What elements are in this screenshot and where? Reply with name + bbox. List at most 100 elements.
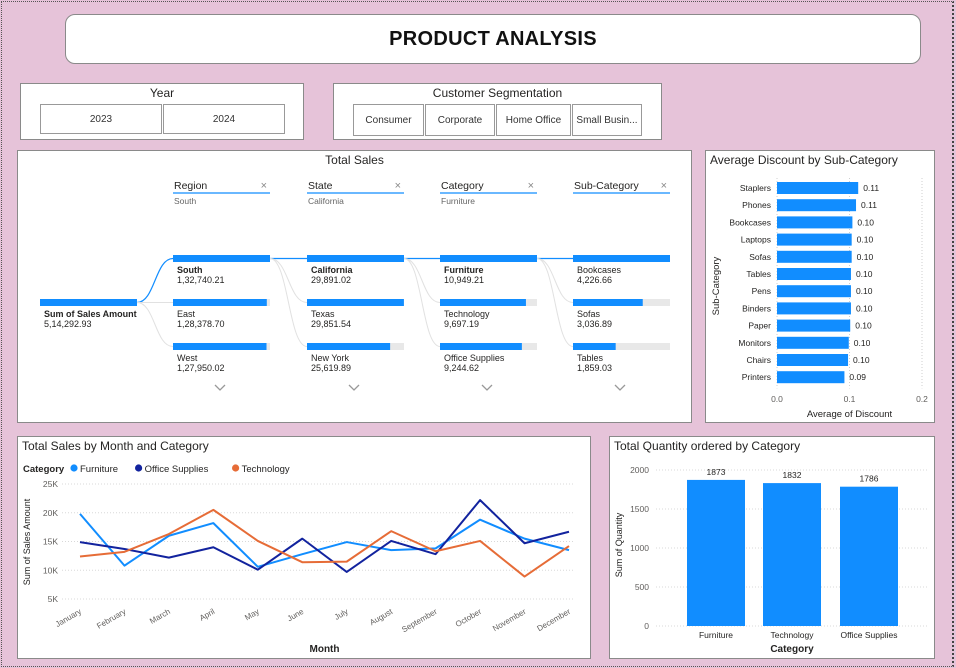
decomp-connector — [269, 258, 308, 303]
decomp-node-bar[interactable] — [440, 299, 526, 306]
segment-tile-small-business[interactable]: Small Busin... — [572, 104, 642, 136]
discount-data-label: 0.10 — [857, 217, 874, 227]
discount-bar[interactable] — [777, 336, 849, 349]
decomp-level-header: Sub-Category — [574, 180, 640, 192]
month-x-tick: April — [198, 607, 217, 623]
decomp-node-value: 9,244.62 — [444, 363, 479, 373]
discount-bar[interactable] — [777, 182, 859, 194]
discount-data-label: 0.11 — [863, 183, 879, 193]
decomp-node-bar[interactable] — [440, 343, 522, 350]
decomp-node-label: Texas — [311, 309, 335, 319]
month-y-tick: 15K — [43, 537, 58, 547]
discount-bar[interactable] — [777, 250, 852, 263]
segment-tile-home-office[interactable]: Home Office — [496, 104, 571, 136]
quantity-chart-visual: Total Quantity ordered by Category 0 500 1… — [609, 436, 935, 659]
year-tile-2023[interactable]: 2023 — [40, 104, 162, 134]
month-x-tick: March — [148, 607, 172, 626]
month-legend-label[interactable]: Technology — [242, 464, 290, 475]
decomp-node-bar[interactable] — [307, 255, 404, 262]
decomp-level-close-icon[interactable]: × — [395, 180, 401, 192]
decomp-node-label: Technology — [444, 309, 490, 319]
quantity-x-axis-title: Category — [770, 644, 814, 655]
month-legend-label[interactable]: Furniture — [80, 464, 118, 475]
segment-slicer: Customer Segmentation Consumer Corporate… — [333, 83, 662, 140]
month-y-tick: 20K — [43, 508, 58, 518]
discount-category-label: Sofas — [749, 252, 771, 262]
quantity-y-tick: 1500 — [630, 504, 649, 514]
quantity-x-tick: Furniture — [699, 630, 733, 640]
decomp-node-bar[interactable] — [440, 255, 537, 262]
decomp-node-label: California — [311, 265, 354, 275]
discount-x-tick: 0.0 — [771, 394, 783, 404]
discount-bar[interactable] — [777, 216, 853, 229]
month-y-axis-title: Sum of Sales Amount — [22, 498, 32, 585]
decomp-connector — [136, 257, 174, 304]
decomp-expand-chevron-icon[interactable] — [214, 384, 226, 391]
segment-tile-consumer[interactable]: Consumer — [353, 104, 424, 136]
decomp-expand-chevron-icon[interactable] — [614, 384, 626, 391]
discount-data-label: 0.10 — [857, 235, 874, 245]
decomp-connector — [403, 258, 441, 303]
decomp-node-bar[interactable] — [573, 343, 616, 350]
decomp-connector — [403, 258, 441, 347]
discount-bar[interactable] — [777, 199, 857, 212]
decomp-node-bar[interactable] — [307, 299, 404, 306]
decomp-level-close-icon[interactable]: × — [661, 180, 667, 192]
quantity-y-tick: 1000 — [630, 543, 649, 553]
decomp-node-label: East — [177, 309, 196, 319]
discount-bar[interactable] — [777, 319, 851, 332]
discount-y-axis-title: Sub-Category — [711, 256, 722, 315]
decomp-connector — [536, 258, 574, 347]
decomp-node-bar[interactable] — [307, 343, 391, 350]
discount-chart-visual: Average Discount by Sub-Category 0.0 0.1 0… — [705, 150, 935, 423]
quantity-y-tick: 0 — [644, 621, 649, 631]
decomp-node-value: 10,949.21 — [444, 275, 484, 285]
decomp-level-close-icon[interactable]: × — [528, 180, 534, 192]
discount-bar[interactable] — [777, 268, 851, 280]
month-series-line[interactable] — [79, 508, 570, 578]
segment-slicer-title: Customer Segmentation — [432, 86, 563, 100]
quantity-bar[interactable] — [763, 483, 821, 626]
decomp-level-close-icon[interactable]: × — [261, 180, 267, 192]
month-series-line[interactable] — [79, 499, 570, 573]
discount-category-label: Monitors — [738, 338, 771, 348]
month-legend-label[interactable]: Office Supplies — [145, 464, 209, 475]
decomp-node-bar[interactable] — [173, 299, 267, 306]
discount-bar[interactable] — [777, 354, 849, 366]
decomp-node-bar[interactable] — [573, 299, 643, 306]
discount-bar[interactable] — [777, 302, 851, 315]
decomp-node-bar[interactable] — [173, 255, 270, 262]
discount-bar[interactable] — [777, 285, 851, 298]
decomp-root-bar[interactable] — [40, 299, 137, 306]
year-tile-2024[interactable]: 2024 — [163, 104, 285, 134]
decomp-node-bar[interactable] — [573, 255, 670, 262]
report-title: PRODUCT ANALYSIS — [65, 14, 921, 64]
decomp-expand-chevron-icon[interactable] — [348, 384, 360, 391]
quantity-bar[interactable] — [687, 479, 745, 626]
decomp-node-bar[interactable] — [173, 343, 267, 350]
segment-tile-corporate[interactable]: Corporate — [425, 104, 495, 136]
month-x-tick: May — [243, 607, 261, 622]
decomp-expand-chevron-icon[interactable] — [481, 384, 493, 391]
discount-data-label: 0.10 — [854, 338, 871, 348]
month-y-tick: 10K — [43, 565, 58, 575]
decomp-node-value: 1,28,378.70 — [177, 319, 225, 329]
decomp-node-label: Furniture — [444, 265, 484, 275]
quantity-bar[interactable] — [840, 486, 898, 626]
decomp-node-value: 3,036.89 — [577, 319, 612, 329]
quantity-y-axis-title: Sum of Quantity — [614, 512, 624, 577]
discount-bar[interactable] — [777, 371, 845, 384]
month-x-tick: September — [400, 607, 439, 635]
decomp-node-label: Tables — [577, 353, 604, 363]
discount-bar[interactable] — [777, 233, 852, 246]
decomp-connector — [536, 258, 574, 303]
decomp-node-track — [573, 343, 670, 350]
decomp-node-value: 29,851.54 — [311, 319, 351, 329]
month-legend-marker — [135, 464, 143, 472]
month-x-tick: June — [286, 607, 306, 624]
month-legend-title: Category — [23, 464, 65, 475]
decomp-root-label: Sum of Sales Amount — [44, 309, 137, 319]
month-series-line[interactable] — [79, 513, 570, 568]
quantity-x-tick: Office Supplies — [840, 630, 897, 640]
